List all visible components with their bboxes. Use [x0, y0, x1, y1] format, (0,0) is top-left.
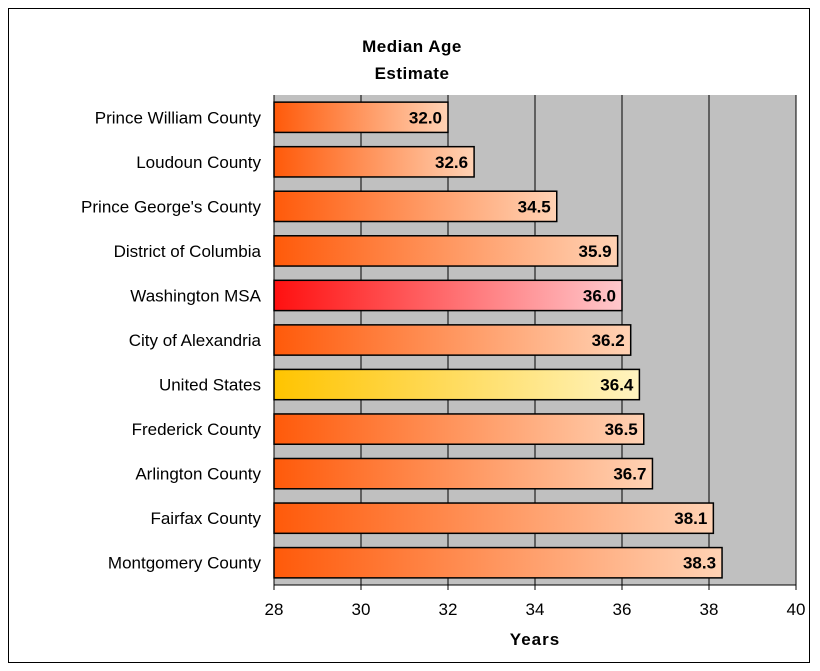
- category-label-6: United States: [159, 376, 261, 395]
- category-label-10: Montgomery County: [108, 554, 262, 573]
- x-tick-labels: 28 30 32 34 36 38 40: [265, 585, 806, 619]
- category-label-4: Washington MSA: [130, 286, 261, 305]
- value-label-8: 36.7: [613, 465, 646, 484]
- category-label-7: Frederick County: [132, 420, 262, 439]
- x-tick-label-36: 36: [613, 600, 632, 619]
- value-label-4: 36.0: [583, 286, 616, 305]
- category-label-5: City of Alexandria: [129, 331, 262, 350]
- bar-4: [273, 279, 623, 312]
- category-label-0: Prince William County: [95, 108, 262, 127]
- value-label-0: 32.0: [409, 108, 442, 127]
- chart-title-line-2: Estimate: [375, 64, 450, 83]
- x-tick-label-38: 38: [700, 600, 719, 619]
- bar-8: [273, 457, 654, 490]
- value-label-3: 35.9: [579, 242, 612, 261]
- value-label-6: 36.4: [600, 376, 634, 395]
- x-tick-label-30: 30: [352, 600, 371, 619]
- category-label-8: Arlington County: [135, 465, 261, 484]
- x-tick-label-40: 40: [787, 600, 806, 619]
- value-labels: 32.0 32.6 34.5 35.9 36.0 36.2 36.4 36.5 36.7 38.1…: [409, 108, 716, 572]
- bar-9: [273, 502, 715, 535]
- category-label-3: District of Columbia: [114, 242, 262, 261]
- value-label-10: 38.3: [683, 554, 716, 573]
- bar-1: [273, 145, 475, 178]
- bars: [273, 101, 723, 579]
- chart-title-line-1: Median Age: [362, 37, 462, 56]
- category-labels: Prince William County Loudoun County Princ…: [81, 108, 262, 572]
- x-tick-label-34: 34: [526, 600, 545, 619]
- x-axis-label: Years: [510, 630, 560, 649]
- value-label-7: 36.5: [605, 420, 638, 439]
- chart-frame: Median Age Estimate Prince William Count…: [8, 8, 810, 663]
- value-label-5: 36.2: [592, 331, 625, 350]
- bar-3: [273, 235, 619, 267]
- value-label-9: 38.1: [674, 509, 707, 528]
- bar-6: [273, 368, 641, 401]
- category-label-2: Prince George's County: [81, 197, 261, 216]
- value-label-2: 34.5: [518, 197, 551, 216]
- median-age-chart: Median Age Estimate Prince William Count…: [81, 37, 806, 649]
- bar-0: [273, 101, 449, 134]
- category-label-9: Fairfax County: [150, 509, 261, 528]
- category-label-1: Loudoun County: [136, 153, 261, 172]
- bar-2: [273, 190, 558, 223]
- bar-5: [273, 324, 632, 356]
- x-tick-label-28: 28: [265, 600, 284, 619]
- bar-10: [273, 546, 723, 579]
- bar-7: [273, 413, 645, 445]
- x-tick-label-32: 32: [439, 600, 458, 619]
- value-label-1: 32.6: [435, 153, 468, 172]
